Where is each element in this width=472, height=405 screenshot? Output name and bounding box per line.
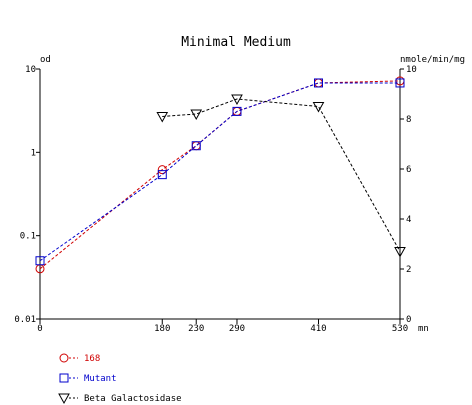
left-tick-label: 0.1 [20, 232, 36, 242]
left-axis-ticks: 0.01 0.1 1 10 [14, 65, 40, 325]
data-point [312, 102, 325, 113]
left-axis-title: od [40, 55, 51, 65]
legend-item: 168 [59, 353, 100, 364]
legend-label: Beta Galactosidase [84, 394, 182, 404]
data-point [313, 78, 323, 88]
x-tick-label: 530 [392, 324, 408, 334]
legend: 168 Mutant Beta Galactosidase [58, 353, 182, 405]
series-2 [156, 94, 406, 258]
data-point [394, 247, 406, 258]
right-tick-label: 6 [406, 165, 411, 175]
series-line [39, 82, 400, 262]
data-point [157, 165, 167, 175]
x-tick-label: 180 [154, 324, 170, 334]
legend-item: Beta Galactosidase [58, 393, 182, 405]
data-point [190, 109, 203, 121]
right-tick-label: 0 [406, 315, 411, 325]
legend-label: Mutant [84, 374, 117, 384]
right-axis-title: nmole/min/mg [400, 55, 465, 65]
left-tick-label: 0.01 [14, 315, 36, 325]
legend-marker [59, 373, 69, 383]
data-point [191, 141, 201, 151]
data-point [157, 170, 167, 180]
series-1 [35, 78, 405, 266]
left-tick-label: 1 [31, 148, 36, 158]
data-point [156, 112, 169, 123]
data-point [232, 106, 242, 116]
x-tick-label: 0 [37, 324, 42, 334]
legend-marker [59, 353, 69, 363]
chart-title: Minimal Medium [181, 35, 291, 50]
x-axis-unit: mn [418, 324, 429, 334]
x-tick-label: 410 [310, 324, 326, 334]
data-point [395, 78, 405, 88]
series-line [39, 80, 401, 270]
data-point [35, 256, 45, 266]
series-layer [35, 76, 406, 274]
series-line [162, 98, 401, 252]
right-tick-label: 10 [406, 65, 417, 75]
left-tick-label: 10 [25, 65, 36, 75]
right-tick-label: 2 [406, 265, 411, 275]
x-tick-label: 290 [229, 324, 245, 334]
right-tick-label: 4 [406, 215, 411, 225]
right-axis-ticks: 0 2 4 6 8 10 [400, 65, 417, 325]
x-axis-ticks: 0 180 230 290 410 530 [37, 319, 408, 334]
legend-item: Mutant [59, 373, 117, 384]
legend-label: 168 [84, 354, 100, 364]
x-tick-label: 230 [188, 324, 204, 334]
series-0 [35, 76, 405, 274]
data-point [231, 94, 243, 106]
legend-marker [58, 393, 70, 405]
right-tick-label: 8 [406, 115, 411, 125]
